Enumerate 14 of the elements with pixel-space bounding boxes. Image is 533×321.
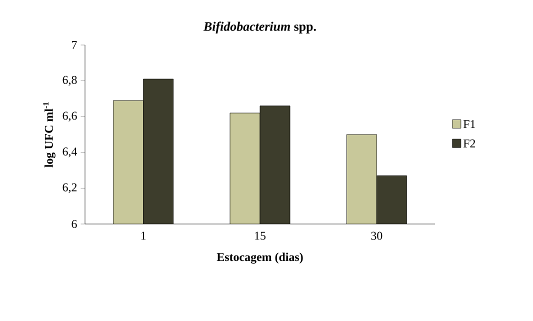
y-tick-label: 6,4 bbox=[62, 148, 78, 158]
y-tick-label: 7 bbox=[72, 41, 77, 49]
y-tick-label: 6,2 bbox=[62, 183, 77, 194]
x-axis-title: Estocagem (dias) bbox=[216, 252, 303, 264]
legend-label: F1 bbox=[463, 120, 475, 128]
x-tick-label: 1 bbox=[141, 232, 146, 240]
x-tick-label: 30 bbox=[371, 232, 382, 240]
y-tick-label: 6,6 bbox=[62, 112, 77, 122]
y-tick-label: 6,8 bbox=[62, 76, 77, 86]
y-tick-label: 6 bbox=[72, 220, 77, 228]
chart-title: Bifidobacterium spp. bbox=[203, 22, 316, 34]
legend-label: F2 bbox=[463, 139, 476, 148]
y-axis-title: log UFC ml$^{-1}$ bbox=[43, 102, 56, 168]
x-tick-label: 15 bbox=[255, 232, 266, 240]
